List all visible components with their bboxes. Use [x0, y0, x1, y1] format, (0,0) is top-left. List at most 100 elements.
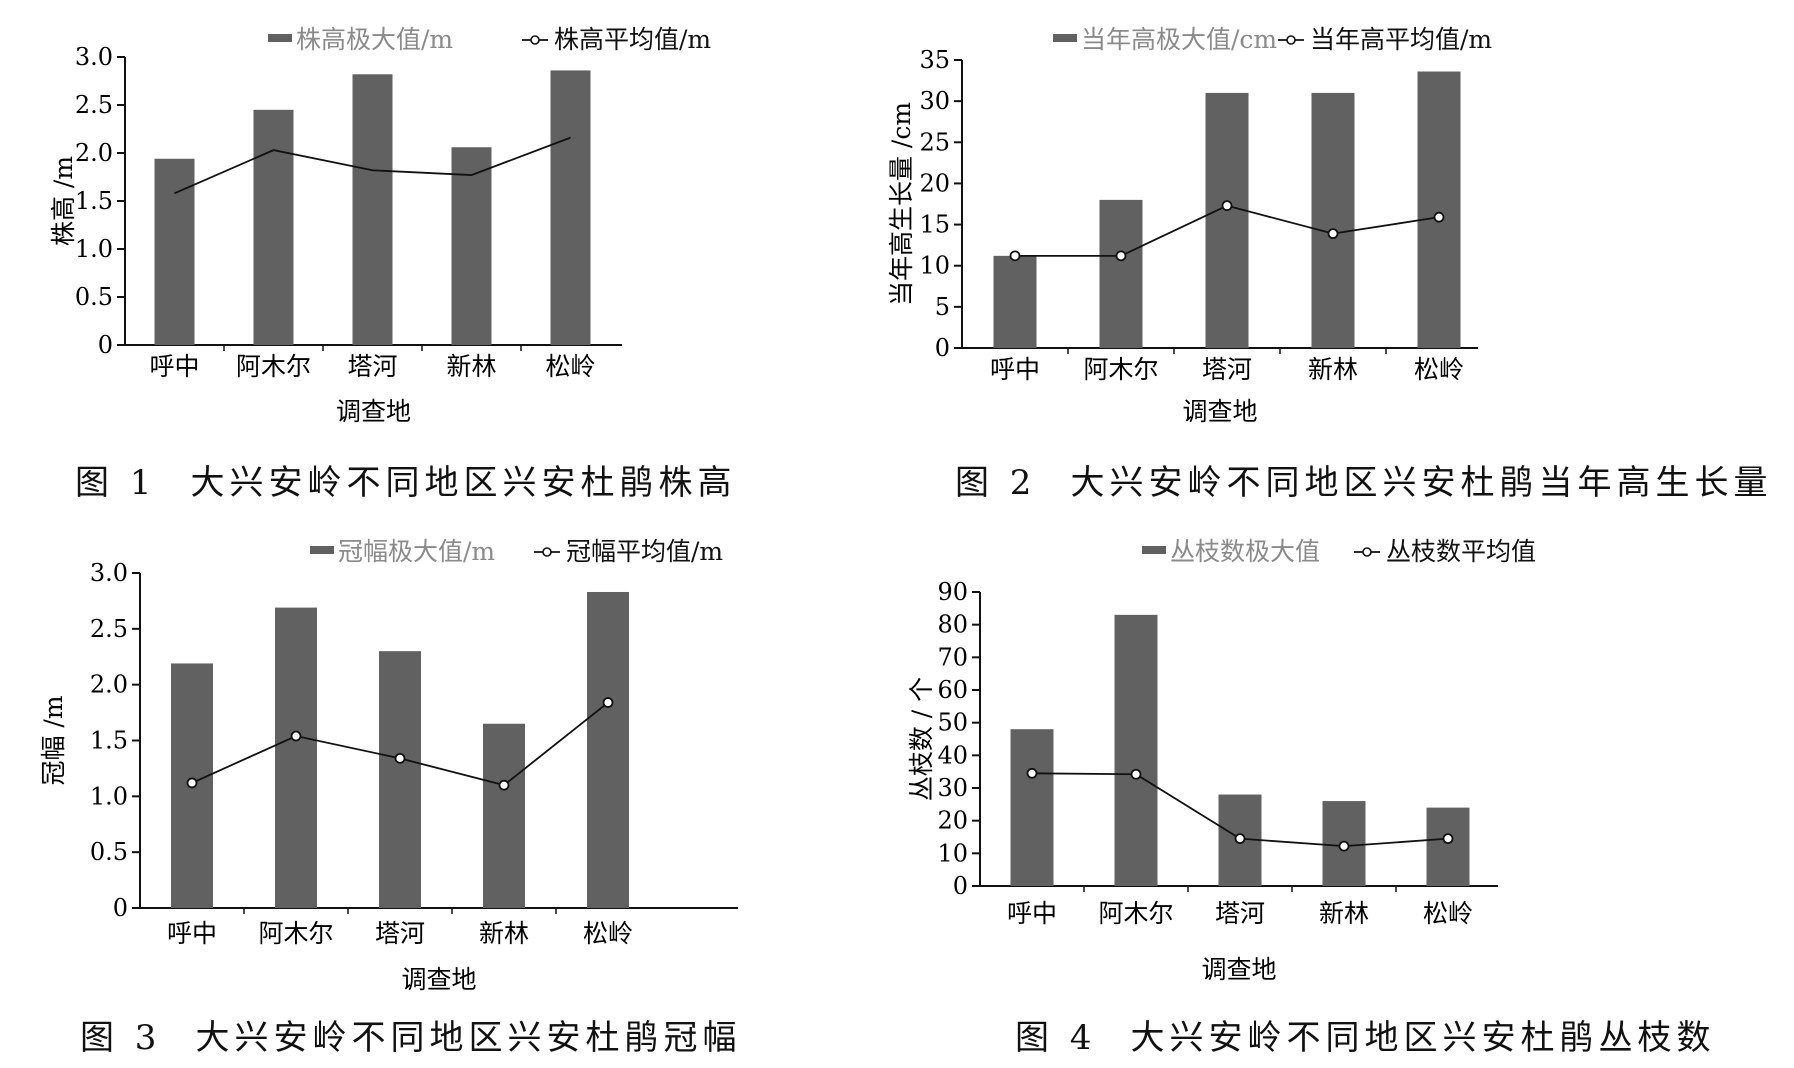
chart-4-x-axis-label: 调查地: [1201, 955, 1276, 984]
chart-3-mean-point: [394, 752, 406, 764]
chart-3-bar: [379, 651, 421, 908]
chart-2-x-tick-label: 阿木尔: [1083, 355, 1158, 384]
chart-4-figure-label: 图 4: [1015, 1018, 1097, 1058]
chart-2-plot: 0 5 10 15 20 25 30 35 呼中 阿木尔 塔河 新林 松岭 当年高生长量 /cm 调查地 当年…: [887, 25, 1492, 426]
chart-4-y-tick-label: 20: [937, 807, 968, 835]
chart-2-mean-point: [1327, 228, 1339, 240]
chart-2-y-tick-label: 20: [919, 169, 950, 197]
chart-2-legend-line-label: 当年高平均值/m: [1310, 25, 1492, 54]
chart-1-legend-bar-label: 株高极大值/m: [296, 25, 453, 54]
chart-4-mean-point: [1338, 840, 1350, 852]
chart-2-legend-bar-swatch: [1053, 34, 1077, 42]
chart-1-legend-line-marker: [530, 35, 540, 45]
chart-1-mean-line: [174, 136, 571, 195]
chart-3-y-tick-label: 1.5: [90, 727, 128, 755]
chart-3-caption: 图 3 大兴安岭不同地区兴安杜鹃冠幅: [80, 1010, 741, 1059]
chart-3-plot: 0 0.5 1.0 1.5 2.0 2.5 3.0 呼中 阿木尔 塔河 新林 松岭 冠幅 /m 调查地 冠幅…: [39, 537, 738, 994]
chart-4-y-tick-label: 90: [937, 578, 968, 606]
chart-3-figure-label: 图 3: [80, 1018, 162, 1058]
chart-2-x-tick-label: 松岭: [1414, 355, 1464, 384]
chart-1-bar: [352, 74, 393, 345]
chart-4-mean-point: [1234, 833, 1246, 845]
chart-1: 0 0.5 1.0 1.5 2.0 2.5 3.0 呼中 阿木尔 塔河 新林 松岭 株高 /m 调查地 株高…: [0, 0, 880, 503]
chart-3-x-tick-label: 塔河: [375, 919, 425, 948]
chart-2-y-tick-label: 10: [919, 252, 950, 280]
chart-3-mean-point: [602, 697, 614, 708]
chart-2-mean-point: [1009, 250, 1021, 262]
chart-2-x-tick-label: 新林: [1308, 355, 1358, 384]
chart-1-x-tick-label: 阿木尔: [236, 352, 311, 381]
chart-1-x-tick-label: 新林: [446, 352, 496, 381]
chart-2-y-tick-label: 5: [935, 293, 950, 321]
chart-2-mean-point: [1433, 211, 1445, 223]
chart-1-x-tick-label: 松岭: [545, 352, 595, 381]
chart-3-y-tick-label: 2.0: [90, 671, 128, 699]
chart-4-y-tick-label: 30: [937, 774, 968, 802]
chart-1-caption: 图 1 大兴安岭不同地区兴安杜鹃株高: [75, 455, 736, 504]
chart-2-figure-label: 图 2: [955, 463, 1037, 503]
chart-4-y-axis-label: 丛枝数 / 个: [907, 677, 936, 801]
chart-4-legend-bar-label: 丛枝数极大值: [1170, 537, 1320, 566]
chart-3: 0 0.5 1.0 1.5 2.0 2.5 3.0 呼中 阿木尔 塔河 新林 松岭 冠幅 /m 调查地 冠幅…: [0, 530, 880, 1068]
chart-4-x-tick-label: 新林: [1319, 899, 1369, 928]
chart-3-y-tick-label: 2.5: [90, 615, 128, 643]
chart-3-y-tick-label: 0: [113, 894, 128, 922]
chart-1-legend-line-label: 株高平均值/m: [554, 25, 711, 54]
chart-2-mean-point: [1221, 200, 1233, 212]
chart-3-x-tick-label: 新林: [479, 919, 529, 948]
chart-1-y-tick-label: 0: [98, 331, 113, 359]
chart-2: 0 5 10 15 20 25 30 35 呼中 阿木尔 塔河 新林 松岭 当年高生长量 /cm 调查地 当年…: [887, 0, 1794, 503]
chart-1-y-tick-label: 3.0: [75, 43, 113, 71]
chart-3-x-tick-label: 阿木尔: [258, 919, 333, 948]
chart-3-bar: [587, 591, 629, 908]
chart-1-bar: [253, 109, 294, 345]
chart-4-x-tick-label: 松岭: [1423, 899, 1473, 928]
chart-4-bar: [1010, 729, 1054, 886]
chart-4-legend-bar-swatch: [1142, 546, 1166, 554]
chart-3-x-axis-label: 调查地: [401, 965, 476, 994]
chart-2-bar: [993, 255, 1037, 348]
chart-4-bar: [1426, 807, 1470, 886]
chart-3-x-tick-label: 松岭: [583, 919, 633, 948]
chart-4-plot: 0 10 20 30 40 50 60 70 80 90 呼中 阿木尔 塔河 新林 松岭 丛枝数 / 个调查地…: [907, 537, 1536, 984]
chart-2-caption-text: 大兴安岭不同地区兴安杜鹃当年高生长量: [1070, 463, 1773, 503]
chart-3-y-tick-label: 1.0: [90, 782, 128, 810]
chart-2-y-axis-label: 当年高生长量 /cm: [887, 102, 916, 306]
chart-4-x-tick-label: 塔河: [1215, 899, 1265, 928]
chart-3-y-axis-label: 冠幅 /m: [39, 695, 68, 785]
chart-1-y-tick-label: 1.5: [75, 187, 113, 215]
chart-4: 0 10 20 30 40 50 60 70 80 90 呼中 阿木尔 塔河 新林 松岭 丛枝数 / 个调查地…: [900, 530, 1794, 1068]
chart-4-mean-point: [1442, 833, 1454, 845]
chart-2-y-tick-label: 35: [919, 46, 950, 74]
chart-4-bar: [1114, 614, 1158, 886]
chart-4-y-tick-label: 70: [937, 643, 968, 671]
chart-3-legend-bar-label: 冠幅极大值/m: [338, 537, 495, 566]
chart-2-x-axis-label: 调查地: [1182, 397, 1257, 426]
chart-4-y-tick-label: 80: [937, 611, 968, 639]
chart-3-mean-point: [290, 730, 302, 742]
chart-2-legend-line-marker: [1286, 35, 1296, 45]
chart-1-x-tick-label: 塔河: [347, 352, 397, 381]
chart-3-legend-line-marker: [542, 547, 552, 557]
chart-2-bar: [1205, 92, 1249, 349]
chart-1-figure-label: 图 1: [75, 463, 157, 503]
chart-3-mean-point: [498, 779, 510, 791]
chart-1-y-tick-label: 2.5: [75, 91, 113, 119]
chart-4-y-tick-label: 50: [937, 709, 968, 737]
chart-1-bar: [451, 147, 492, 345]
chart-2-x-tick-label: 呼中: [990, 355, 1040, 384]
chart-2-mean-point: [1115, 250, 1127, 262]
chart-2-y-tick-label: 0: [935, 334, 950, 362]
chart-2-y-tick-label: 30: [919, 87, 950, 115]
chart-4-y-tick-label: 0: [953, 872, 968, 900]
chart-3-mean-point: [186, 777, 198, 789]
chart-1-y-axis-label: 株高 /m: [49, 156, 78, 246]
chart-4-legend-line-marker: [1362, 547, 1372, 557]
chart-4-legend-line-label: 丛枝数平均值: [1386, 537, 1536, 566]
chart-4-y-tick-label: 40: [937, 741, 968, 769]
chart-3-y-tick-label: 0.5: [90, 838, 128, 866]
chart-2-bar: [1311, 92, 1355, 349]
chart-1-caption-text: 大兴安岭不同地区兴安杜鹃株高: [190, 463, 737, 503]
chart-4-mean-point: [1130, 768, 1142, 780]
chart-1-plot: 0 0.5 1.0 1.5 2.0 2.5 3.0 呼中 阿木尔 塔河 新林 松岭 株高 /m 调查地 株高…: [49, 25, 711, 426]
